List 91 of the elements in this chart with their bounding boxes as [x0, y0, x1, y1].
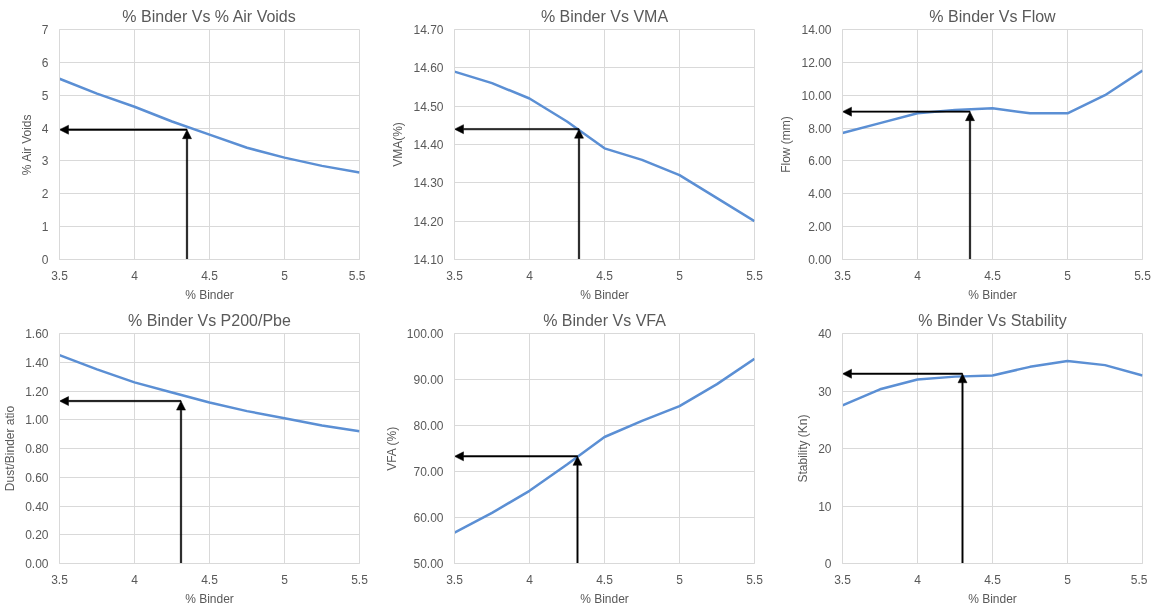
y-tick-label: 2.00 [808, 220, 832, 235]
y-tick-label: 14.00 [801, 23, 832, 37]
x-tick-label: 4.5 [201, 572, 219, 587]
y-tick-label: 40 [818, 327, 832, 341]
x-tick-label: 3.5 [834, 572, 852, 587]
x-tick-label: 4.5 [596, 572, 614, 587]
x-axis-title: % Binder [968, 591, 1017, 606]
y-tick-label: 4.00 [808, 187, 832, 202]
x-tick-label: 3.5 [51, 572, 69, 587]
x-tick-label: 3.5 [834, 268, 852, 283]
x-tick-label: 4.5 [596, 268, 614, 283]
x-tick-label: 5.5 [746, 268, 764, 283]
y-tick-label: 70.00 [413, 465, 444, 479]
x-tick-label: 4.5 [201, 268, 219, 283]
y-tick-label: 1.40 [25, 355, 49, 370]
x-tick-label: 5.5 [1134, 268, 1152, 283]
y-tick-label: 60.00 [413, 511, 444, 525]
y-tick-label: 14.30 [413, 176, 444, 191]
y-tick-label: 5 [41, 88, 49, 103]
y-tick-label: 0.00 [808, 253, 832, 267]
x-tick-label: 4 [526, 572, 534, 587]
chart-title: % Binder Vs VMA [540, 7, 669, 25]
y-tick-label: 6.00 [808, 154, 832, 169]
x-tick-label: 4.5 [984, 268, 1002, 283]
x-tick-label: 5.5 [1130, 572, 1148, 587]
y-tick-label: 12.00 [801, 55, 832, 70]
y-axis-title: Dust/Binder atio [3, 405, 18, 492]
x-tick-label: 5.5 [746, 572, 764, 587]
y-tick-label: 0.80 [25, 442, 49, 456]
x-tick-label: 4 [131, 268, 139, 283]
y-tick-label: 1.60 [25, 327, 49, 341]
y-tick-label: 90.00 [413, 373, 444, 387]
x-tick-label: 4 [914, 268, 922, 283]
y-tick-label: 0 [824, 557, 832, 571]
y-tick-label: 14.10 [413, 253, 444, 267]
y-tick-label: 4 [41, 121, 49, 136]
y-axis-title: Flow (mm) [779, 116, 794, 173]
y-tick-label: 14.40 [413, 138, 444, 152]
chart-title: % Binder Vs P200/Pbe [128, 311, 291, 329]
chart-title: % Binder Vs % Air Voids [122, 7, 296, 25]
x-axis-title: % Binder [580, 591, 629, 606]
chart-title: % Binder Vs Stability [918, 311, 1067, 329]
x-tick-label: 3.5 [446, 572, 464, 587]
x-tick-label: 5 [281, 268, 289, 283]
y-tick-label: 1.00 [25, 413, 49, 428]
y-axis-title: % Air Voids [19, 114, 34, 176]
y-tick-label: 0 [41, 253, 49, 267]
y-tick-label: 30 [818, 384, 832, 399]
x-tick-label: 5.5 [348, 268, 366, 283]
y-axis-title: Stability (Kn) [796, 414, 811, 483]
y-axis-title: VMA(%) [391, 122, 406, 167]
y-tick-label: 20 [818, 442, 832, 456]
x-tick-label: 5 [281, 572, 289, 587]
y-tick-label: 1.20 [25, 384, 49, 399]
x-tick-label: 5 [1064, 268, 1072, 283]
chart-title: % Binder Vs Flow [929, 7, 1057, 25]
x-axis-title: % Binder [185, 591, 234, 606]
x-tick-label: 5 [676, 572, 684, 587]
y-tick-label: 0.60 [25, 470, 49, 485]
y-tick-label: 10.00 [801, 88, 832, 103]
y-tick-label: 14.60 [413, 61, 444, 76]
x-tick-label: 3.5 [51, 268, 69, 283]
y-tick-label: 6 [41, 55, 49, 70]
x-tick-label: 5 [676, 268, 684, 283]
y-tick-label: 0.20 [25, 528, 49, 543]
chart-title: % Binder Vs VFA [543, 311, 667, 329]
x-tick-label: 5 [1064, 572, 1072, 587]
x-tick-label: 5.5 [351, 572, 369, 587]
y-tick-label: 0.00 [25, 557, 49, 571]
y-tick-label: 14.20 [413, 214, 444, 229]
y-tick-label: 2 [41, 187, 49, 202]
x-tick-label: 4 [914, 572, 922, 587]
y-axis-title: VFA (%) [384, 426, 399, 471]
y-tick-label: 14.50 [413, 99, 444, 114]
x-tick-label: 4 [526, 268, 534, 283]
x-axis-title: % Binder [968, 287, 1017, 302]
y-tick-label: 50.00 [413, 557, 444, 571]
x-axis-title: % Binder [185, 287, 234, 302]
y-tick-label: 80.00 [413, 419, 444, 433]
y-tick-label: 7 [41, 23, 49, 37]
y-tick-label: 3 [41, 154, 49, 169]
x-tick-label: 3.5 [446, 268, 464, 283]
x-axis-title: % Binder [580, 287, 629, 302]
y-tick-label: 100.00 [406, 327, 444, 341]
y-tick-label: 14.70 [413, 23, 444, 37]
x-tick-label: 4.5 [984, 572, 1002, 587]
x-tick-label: 4 [131, 572, 139, 587]
y-tick-label: 10 [818, 499, 832, 514]
y-tick-label: 8.00 [808, 121, 832, 136]
y-tick-label: 1 [41, 220, 49, 235]
y-tick-label: 0.40 [25, 499, 49, 514]
